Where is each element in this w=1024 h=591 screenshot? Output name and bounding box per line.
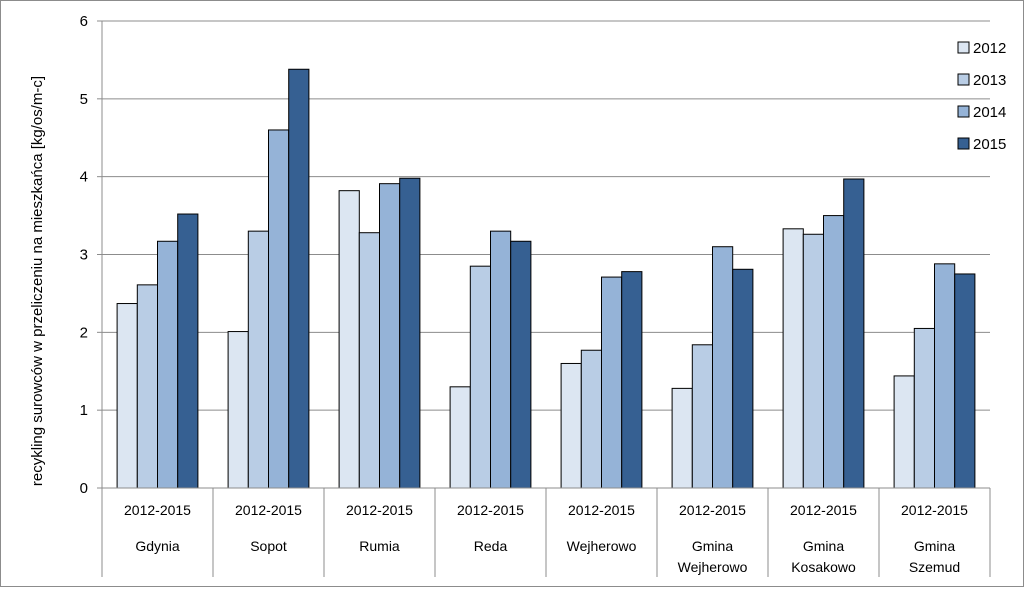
bar-2012-3 — [449, 386, 471, 489]
x-category-name: Gmina — [914, 538, 955, 554]
bar-2013-7 — [913, 327, 935, 489]
bar-2013-2 — [358, 232, 380, 489]
x-category-name: Gdynia — [135, 538, 180, 554]
bar-2014-3 — [490, 230, 512, 489]
y-axis-ticks: 0 1 2 3 4 5 6 — [80, 13, 102, 497]
x-category-name: Gmina — [692, 538, 733, 554]
bar-2012-2 — [338, 190, 360, 489]
x-category-period: 2012-2015 — [568, 502, 635, 518]
legend-label-2014: 2014 — [973, 104, 1006, 121]
y-tick-label: 3 — [80, 247, 88, 264]
legend-label-2013: 2013 — [973, 72, 1006, 89]
legend-swatch-2015 — [957, 137, 970, 150]
legend-swatch-2012 — [957, 41, 970, 54]
x-category-name: Wejherowo — [678, 559, 748, 575]
axes — [101, 21, 991, 577]
bar-2012-6 — [782, 228, 804, 489]
x-category-name: Wejherowo — [567, 538, 637, 554]
bar-2015-3 — [510, 240, 532, 489]
bar-2013-0 — [136, 284, 159, 489]
bar-2015-0 — [177, 213, 199, 489]
x-category-period: 2012-2015 — [901, 502, 968, 518]
x-category-name: Gmina — [803, 538, 844, 554]
x-axis-categories: 2012-2015 Gdynia 2012-2015 Sopot 2012-2015 Ru… — [124, 502, 968, 575]
bars — [116, 68, 976, 489]
bar-2014-5 — [712, 246, 734, 489]
x-category-name: Reda — [474, 538, 508, 554]
legend-swatch-2014 — [957, 105, 970, 118]
bar-2012-1 — [227, 331, 249, 489]
x-category-name: Sopot — [250, 538, 287, 554]
x-category-name: Rumia — [359, 538, 400, 554]
y-tick-label: 4 — [80, 169, 88, 186]
x-category-period: 2012-2015 — [235, 502, 302, 518]
bar-2013-5 — [691, 344, 713, 489]
y-tick-label: 6 — [80, 13, 88, 30]
bar-2012-0 — [116, 303, 138, 489]
legend-label-2012: 2012 — [973, 40, 1006, 57]
legend: 2012 2013 2014 2015 — [957, 40, 1006, 153]
bar-2012-5 — [671, 387, 693, 489]
bar-2014-0 — [157, 240, 179, 489]
legend-swatch-2013 — [957, 73, 970, 86]
bar-2013-6 — [802, 233, 824, 489]
bar-2015-4 — [621, 271, 643, 489]
x-category-period: 2012-2015 — [457, 502, 524, 518]
x-category-name: Szemud — [909, 559, 960, 575]
x-category-period: 2012-2015 — [124, 502, 191, 518]
bar-2015-6 — [843, 178, 865, 489]
bar-2015-2 — [399, 177, 421, 489]
x-category-period: 2012-2015 — [679, 502, 746, 518]
x-category-name: Kosakowo — [791, 559, 856, 575]
x-category-period: 2012-2015 — [346, 502, 413, 518]
bar-2013-3 — [469, 265, 491, 489]
bar-2013-1 — [247, 230, 270, 489]
y-tick-label: 2 — [80, 324, 88, 341]
y-axis-label: recykling surowców w przeliczeniu na mie… — [29, 76, 46, 486]
y-tick-label: 1 — [80, 402, 88, 419]
bar-2015-7 — [954, 273, 976, 489]
bar-2012-4 — [560, 362, 582, 489]
bar-2013-4 — [580, 349, 602, 489]
bar-2014-4 — [601, 276, 623, 489]
y-tick-label: 5 — [80, 91, 88, 108]
bar-2014-7 — [934, 263, 956, 489]
bar-2015-5 — [732, 268, 754, 489]
bar-2014-2 — [379, 183, 401, 489]
x-category-period: 2012-2015 — [790, 502, 857, 518]
bar-2012-7 — [893, 375, 915, 489]
bar-2015-1 — [288, 68, 310, 489]
y-tick-label: 0 — [80, 480, 88, 497]
bar-2014-6 — [823, 215, 845, 489]
legend-label-2015: 2015 — [973, 136, 1006, 153]
bar-2014-1 — [268, 129, 290, 489]
